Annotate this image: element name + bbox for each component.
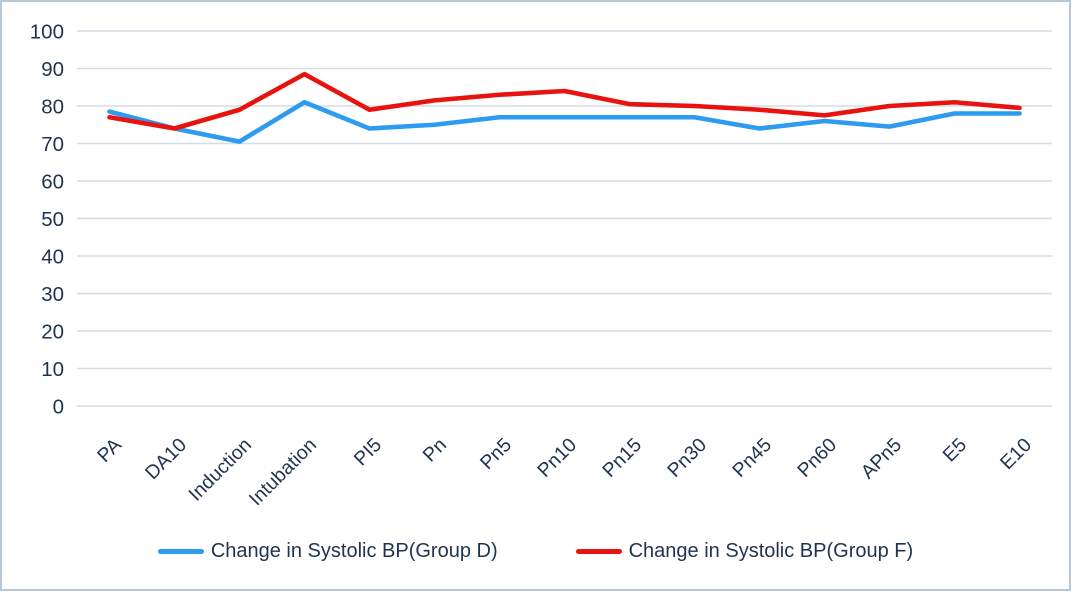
x-tick-label: Pn60 xyxy=(793,434,841,482)
x-tick-label: Pn45 xyxy=(728,434,776,482)
x-tick-label: E10 xyxy=(996,434,1036,474)
y-tick-label: 40 xyxy=(41,246,64,269)
x-tick-label: Pn15 xyxy=(598,434,646,482)
legend-item-group-f: Change in Systolic BP(Group F) xyxy=(575,540,914,563)
series-line-group-d xyxy=(107,99,1022,144)
legend: Change in Systolic BP(Group D) Change in… xyxy=(2,540,1069,563)
y-tick-label: 100 xyxy=(30,21,64,44)
y-tick-label: 0 xyxy=(53,396,64,419)
x-tick-label: DA10 xyxy=(141,434,191,484)
legend-label-group-d: Change in Systolic BP(Group D) xyxy=(210,540,498,562)
x-tick-label: Pn5 xyxy=(476,434,516,474)
x-tick-label: E5 xyxy=(939,434,972,467)
x-tick-label: APn5 xyxy=(857,434,906,483)
series-line-group-f xyxy=(107,71,1022,131)
y-tick-label: 80 xyxy=(41,96,64,119)
x-tick-label: Pn30 xyxy=(663,434,711,482)
y-tick-label: 20 xyxy=(41,321,64,344)
y-tick-label: 90 xyxy=(41,58,64,81)
y-tick-label: 30 xyxy=(41,283,64,306)
y-tick-label: 70 xyxy=(41,133,64,156)
legend-swatch-group-d xyxy=(157,549,204,554)
y-tick-label: 50 xyxy=(41,208,64,231)
x-tick-label: Pn10 xyxy=(533,434,581,482)
x-tick-label: PI5 xyxy=(350,434,386,470)
x-tick-label: PA xyxy=(93,434,126,467)
y-tick-label: 10 xyxy=(41,358,64,381)
x-tick-label: Pn xyxy=(419,434,451,466)
y-tick-label: 60 xyxy=(41,171,64,194)
x-tick-label: Intubation xyxy=(245,434,321,510)
legend-item-group-d: Change in Systolic BP(Group D) xyxy=(157,540,498,563)
legend-swatch-group-f xyxy=(575,549,622,554)
legend-label-group-f: Change in Systolic BP(Group F) xyxy=(628,540,914,562)
